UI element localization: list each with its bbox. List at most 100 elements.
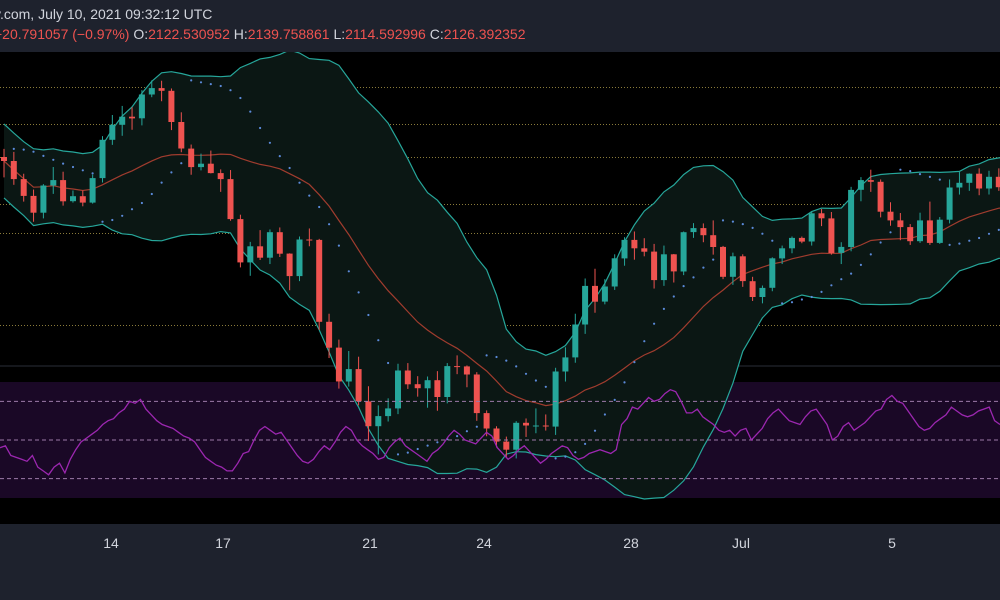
candle[interactable] (720, 245, 726, 280)
candle[interactable] (690, 223, 697, 238)
candle[interactable] (50, 167, 57, 194)
candle[interactable] (976, 168, 983, 196)
candle[interactable] (670, 253, 677, 283)
candle[interactable] (779, 245, 786, 265)
candle[interactable] (414, 376, 421, 397)
candle[interactable] (917, 212, 923, 243)
candle[interactable] (749, 276, 756, 301)
candle[interactable] (375, 405, 382, 455)
candle[interactable] (877, 179, 884, 218)
candle[interactable] (148, 80, 155, 98)
candle[interactable] (769, 257, 776, 292)
candle[interactable] (168, 88, 175, 131)
sar-dot (199, 81, 203, 84)
candle[interactable] (956, 172, 963, 195)
candle[interactable] (532, 408, 539, 434)
candle[interactable] (621, 237, 628, 266)
candle[interactable] (641, 238, 648, 257)
candle[interactable] (789, 236, 795, 254)
candle[interactable] (562, 347, 569, 382)
candle[interactable] (60, 171, 67, 206)
candle[interactable] (651, 243, 658, 289)
candle[interactable] (1, 148, 7, 178)
candle[interactable] (296, 236, 303, 282)
candle[interactable] (542, 414, 549, 431)
candle[interactable] (198, 153, 204, 171)
candle[interactable] (178, 112, 185, 153)
candle[interactable] (700, 223, 707, 243)
candle[interactable] (286, 253, 293, 291)
candle[interactable] (493, 426, 500, 448)
candle[interactable] (316, 238, 323, 330)
candle[interactable] (739, 254, 746, 287)
candle[interactable] (660, 245, 667, 286)
candle[interactable] (897, 213, 904, 241)
candle[interactable] (30, 189, 37, 222)
candle[interactable] (729, 252, 736, 285)
candle[interactable] (227, 170, 234, 221)
candle[interactable] (926, 201, 933, 245)
candle[interactable] (237, 214, 244, 268)
candle[interactable] (808, 212, 815, 246)
candle[interactable] (710, 220, 717, 255)
candle[interactable] (20, 173, 27, 202)
candle[interactable] (995, 168, 1000, 191)
candle[interactable] (119, 105, 126, 136)
candle[interactable] (79, 190, 86, 207)
candle[interactable] (798, 236, 805, 244)
candle[interactable] (759, 285, 766, 304)
candle[interactable] (986, 170, 992, 195)
candle[interactable] (611, 254, 618, 290)
candle[interactable] (365, 386, 372, 441)
candle[interactable] (818, 208, 825, 227)
candle[interactable] (217, 169, 224, 192)
candle[interactable] (463, 365, 470, 388)
candle[interactable] (887, 202, 894, 226)
candle[interactable] (395, 363, 401, 415)
candle[interactable] (572, 313, 579, 363)
candle[interactable] (838, 242, 845, 265)
candle[interactable] (138, 90, 145, 126)
candle[interactable] (473, 372, 480, 421)
candle[interactable] (355, 356, 362, 406)
candle[interactable] (404, 363, 411, 389)
candle[interactable] (936, 217, 943, 244)
candle[interactable] (424, 376, 431, 408)
candle[interactable] (592, 268, 598, 313)
candle[interactable] (40, 184, 47, 219)
candle[interactable] (70, 190, 76, 203)
candle[interactable] (828, 212, 835, 255)
candle[interactable] (335, 339, 342, 389)
candle[interactable] (857, 177, 864, 202)
candle[interactable] (276, 227, 283, 257)
candle[interactable] (89, 174, 96, 204)
candle[interactable] (601, 279, 608, 305)
candle[interactable] (99, 136, 106, 183)
candle[interactable] (680, 231, 687, 276)
candle[interactable] (867, 169, 874, 192)
candle[interactable] (158, 80, 165, 102)
candle[interactable] (523, 418, 529, 437)
candle[interactable] (257, 230, 264, 261)
candle[interactable] (848, 186, 855, 252)
candle[interactable] (109, 114, 116, 145)
candle[interactable] (10, 151, 17, 185)
candle[interactable] (385, 398, 392, 422)
candle[interactable] (946, 179, 953, 224)
candle[interactable] (631, 231, 638, 260)
candle[interactable] (247, 241, 254, 276)
candle[interactable] (188, 144, 195, 175)
candle[interactable] (907, 224, 914, 245)
candle[interactable] (454, 355, 461, 375)
candle[interactable] (444, 363, 451, 404)
candle[interactable] (207, 150, 214, 174)
candle[interactable] (966, 173, 973, 191)
price-chart[interactable]: 14 17 21 24 28 Jul 5 (0, 52, 1000, 600)
candle[interactable] (326, 313, 333, 359)
candle[interactable] (434, 371, 441, 411)
candle[interactable] (345, 350, 352, 387)
candle[interactable] (582, 278, 589, 334)
candle[interactable] (266, 229, 273, 265)
candle[interactable] (129, 107, 135, 130)
candle[interactable] (306, 228, 313, 247)
